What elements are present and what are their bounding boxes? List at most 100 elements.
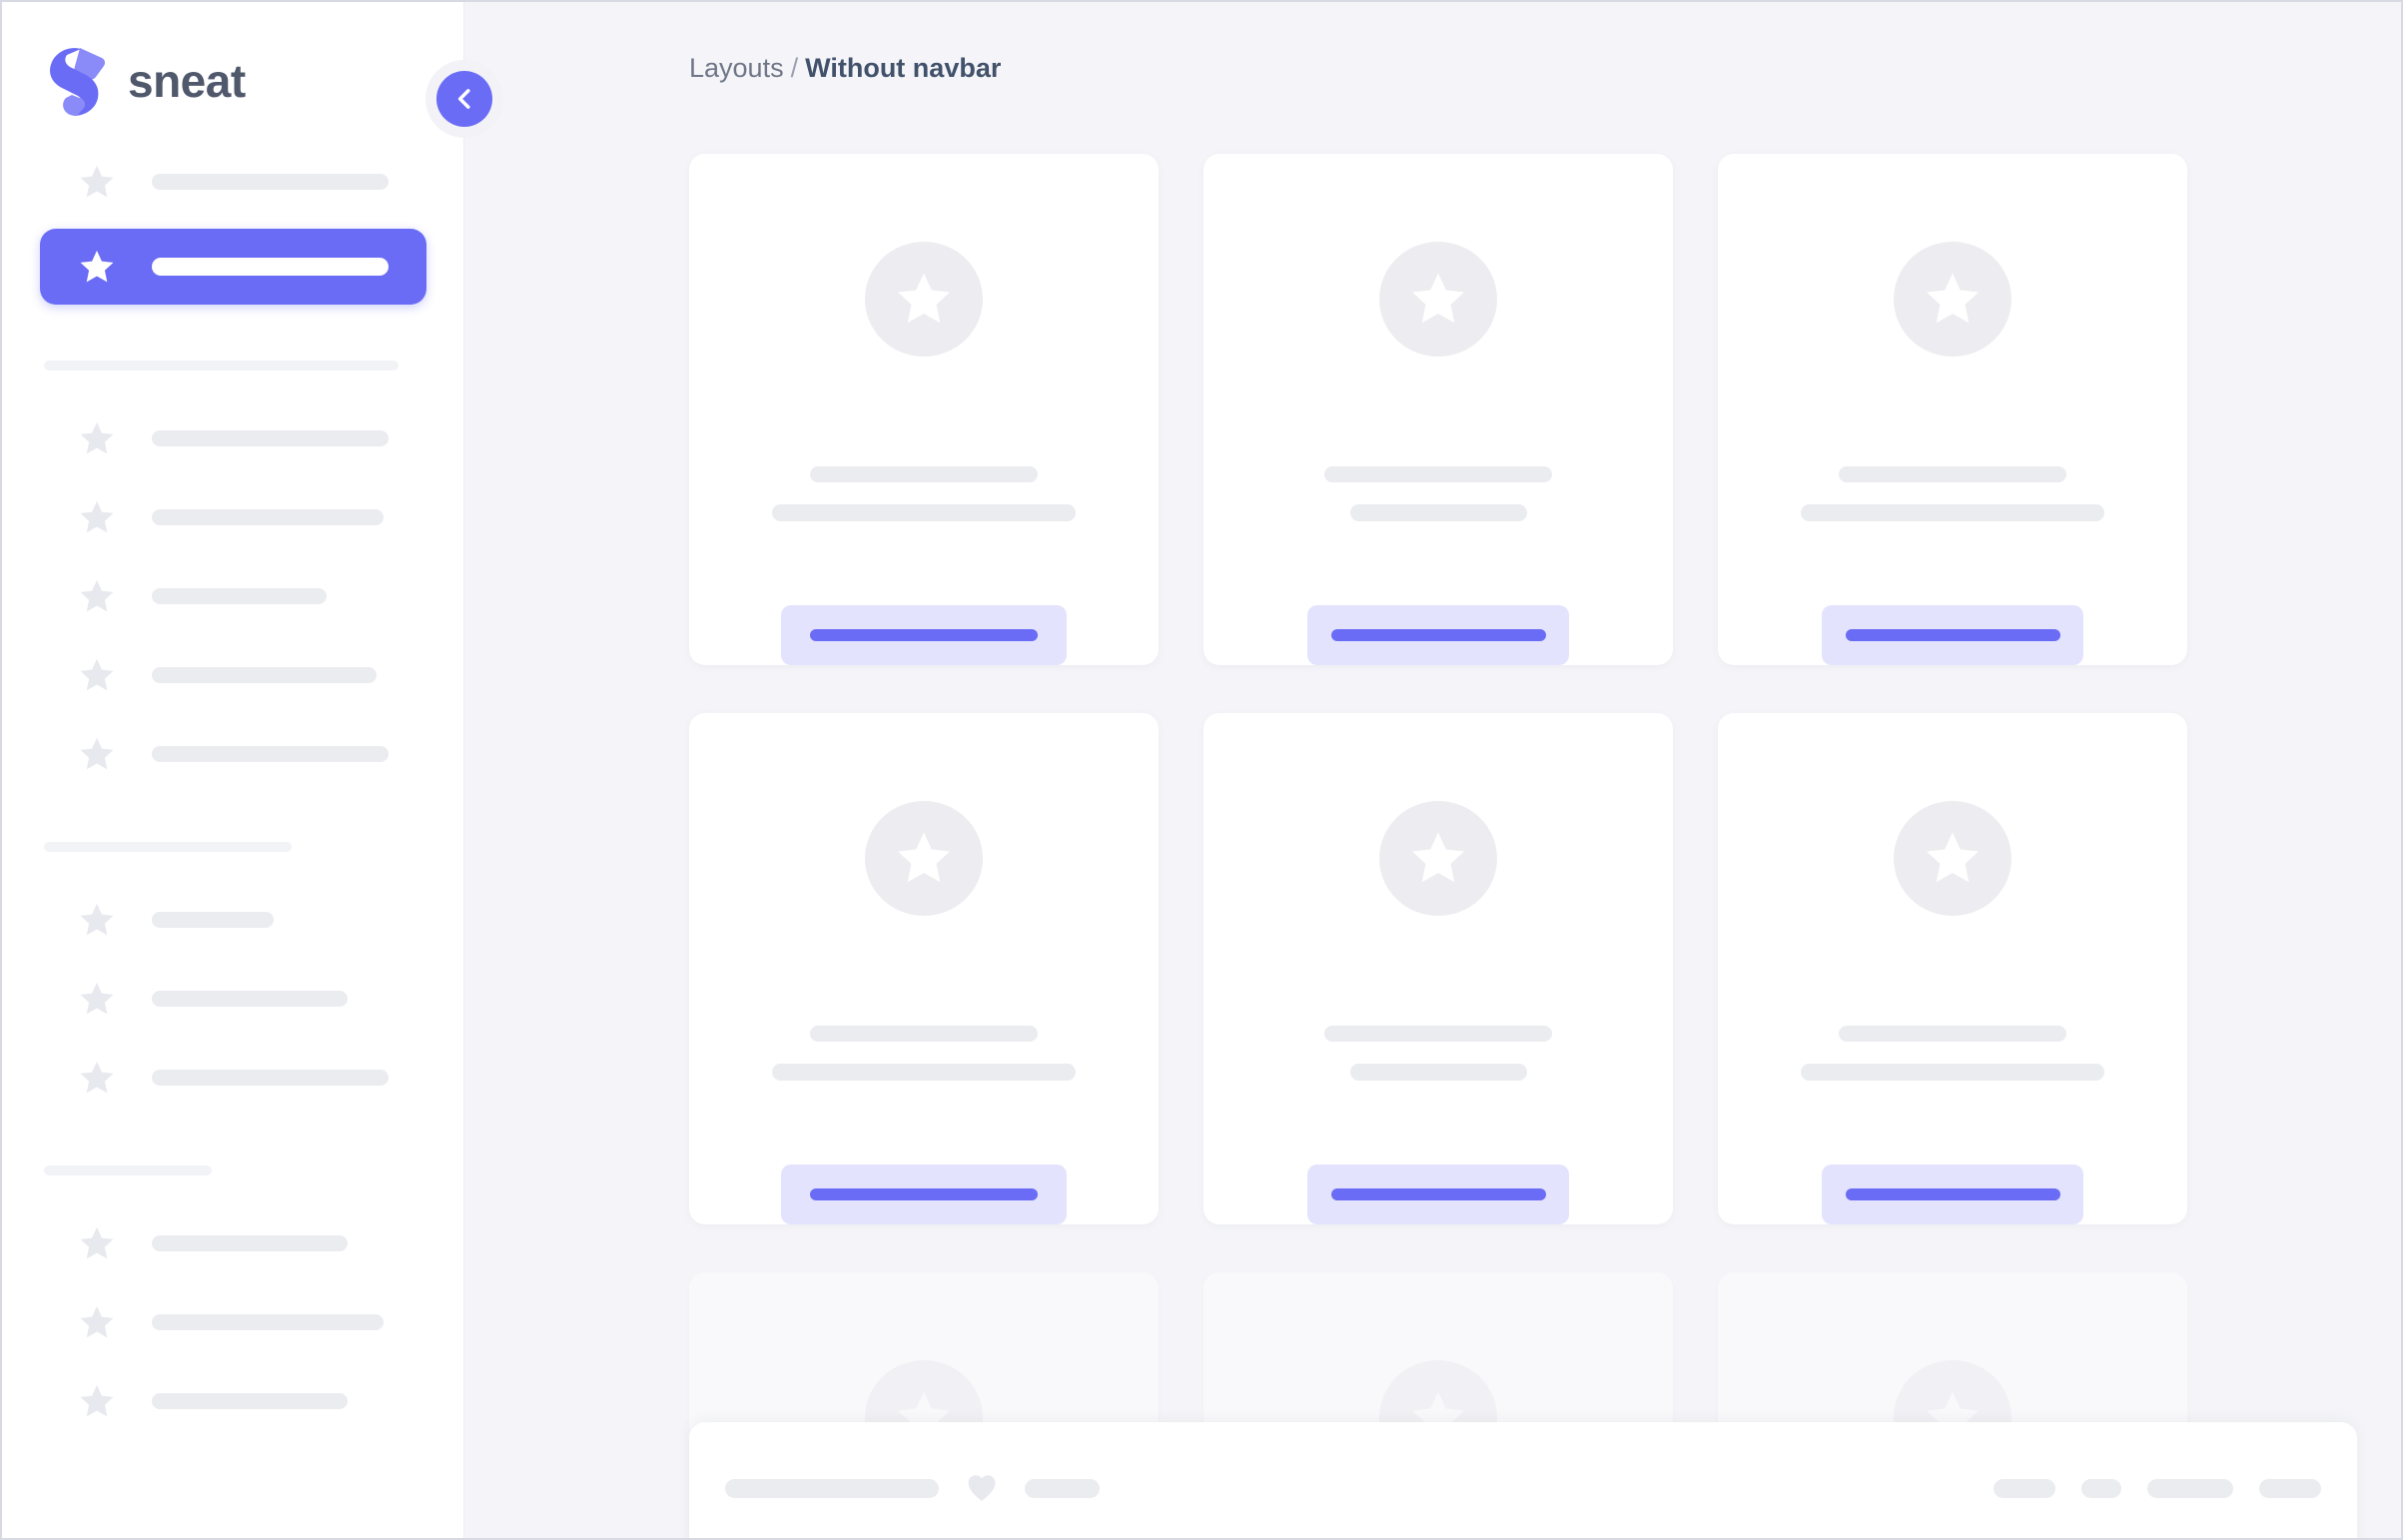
sidebar-item-label-placeholder — [152, 1314, 384, 1330]
sidebar-item[interactable] — [40, 485, 426, 549]
sidebar-item[interactable] — [40, 967, 426, 1031]
card-title-placeholder — [810, 465, 1038, 483]
star-icon — [80, 421, 114, 454]
sidebar-item-label-placeholder — [152, 1235, 348, 1251]
card-avatar — [1894, 242, 2011, 357]
card-subtitle-placeholder — [1801, 504, 2104, 521]
collapse-sidebar-toggle[interactable] — [425, 60, 503, 138]
sidebar-item[interactable] — [40, 643, 426, 707]
heart-icon[interactable] — [965, 1471, 999, 1505]
bottom-bar-placeholder[interactable] — [2259, 1478, 2321, 1498]
card-avatar — [1894, 801, 2011, 916]
star-icon — [80, 165, 114, 198]
card-subtitle-placeholder — [1349, 504, 1527, 521]
star-icon — [80, 1305, 114, 1338]
card-title-placeholder — [1324, 1025, 1552, 1043]
sidebar-item-label-placeholder — [152, 430, 389, 446]
card-title-placeholder — [1839, 465, 2066, 483]
card-subtitle-placeholder — [1801, 1064, 2104, 1081]
sidebar-item[interactable] — [40, 564, 426, 628]
sidebar-section-divider — [44, 842, 292, 852]
chevron-left-icon — [457, 89, 470, 109]
sidebar-item-active[interactable] — [40, 229, 426, 305]
card-grid — [689, 154, 2357, 1538]
card-action-button-label-placeholder — [1845, 1187, 2060, 1200]
content-card — [689, 713, 1159, 1224]
sidebar-item-label-placeholder — [152, 667, 377, 683]
sidebar: sneat — [2, 2, 503, 1538]
sneat-s-logo-icon — [50, 48, 106, 116]
star-icon — [1927, 273, 1979, 324]
breadcrumb-separator: / — [790, 53, 799, 83]
sidebar-section-divider — [44, 1165, 212, 1175]
sidebar-item-label-placeholder — [152, 509, 384, 525]
card-subtitle-placeholder — [772, 1064, 1076, 1081]
card-subtitle-placeholder — [1349, 1064, 1527, 1081]
card-avatar — [865, 801, 983, 916]
sidebar-menu — [2, 150, 464, 1433]
card-action-button-label-placeholder — [1845, 628, 2060, 641]
star-icon — [80, 982, 114, 1015]
content-card — [1718, 713, 2187, 1224]
card-action-button[interactable] — [1307, 604, 1569, 665]
card-action-button[interactable] — [781, 604, 1067, 665]
card-action-button-label-placeholder — [1330, 1187, 1546, 1200]
card-action-button-label-placeholder — [810, 628, 1038, 641]
sidebar-item[interactable] — [40, 722, 426, 786]
sidebar-item[interactable] — [40, 1290, 426, 1354]
sidebar-item-label-placeholder — [152, 174, 389, 190]
card-action-button[interactable] — [781, 1163, 1067, 1224]
sidebar-item-label-placeholder — [152, 912, 274, 928]
star-icon — [80, 1384, 114, 1417]
bottom-bar-placeholder[interactable] — [1994, 1478, 2055, 1498]
collapse-toggle-knob — [436, 71, 492, 127]
star-icon — [1412, 273, 1464, 324]
star-icon — [80, 1061, 114, 1094]
star-icon — [80, 250, 114, 283]
card-subtitle-placeholder — [772, 504, 1076, 521]
star-icon — [80, 579, 114, 612]
sidebar-item[interactable] — [40, 1046, 426, 1110]
breadcrumb-parent[interactable]: Layouts — [689, 53, 784, 83]
card-title-placeholder — [1839, 1025, 2066, 1043]
star-icon — [80, 658, 114, 691]
sidebar-item[interactable] — [40, 1369, 426, 1433]
card-avatar — [1379, 801, 1497, 916]
bottom-bar-placeholder[interactable] — [2081, 1478, 2121, 1498]
card-avatar — [1379, 242, 1497, 357]
main-content: Layouts / Without navbar — [464, 2, 2401, 1538]
star-icon — [80, 1226, 114, 1259]
bottom-bar-right-group — [1994, 1478, 2321, 1498]
sidebar-item[interactable] — [40, 888, 426, 952]
breadcrumb: Layouts / Without navbar — [689, 53, 1001, 84]
star-icon — [80, 500, 114, 533]
sidebar-section-divider — [44, 361, 399, 371]
sidebar-item-label-placeholder — [152, 991, 348, 1007]
brand[interactable]: sneat — [44, 46, 246, 116]
card-avatar — [865, 242, 983, 357]
star-icon — [1927, 832, 1979, 883]
star-icon — [898, 832, 950, 883]
card-action-button[interactable] — [1822, 604, 2083, 665]
content-card — [1203, 713, 1673, 1224]
sidebar-item-label-placeholder — [152, 588, 327, 604]
bottom-bar-placeholder[interactable] — [2147, 1478, 2233, 1498]
star-icon — [1412, 832, 1464, 883]
bottom-bar — [689, 1422, 2357, 1538]
card-action-button[interactable] — [1307, 1163, 1569, 1224]
bottom-bar-placeholder[interactable] — [725, 1478, 939, 1498]
star-icon — [80, 903, 114, 936]
sidebar-item-label-placeholder — [152, 746, 389, 762]
content-card — [1203, 154, 1673, 665]
card-action-button-label-placeholder — [1330, 628, 1546, 641]
bottom-bar-placeholder[interactable] — [1025, 1478, 1100, 1498]
bottom-bar-left-group — [725, 1471, 1100, 1505]
card-title-placeholder — [810, 1025, 1038, 1043]
card-action-button-label-placeholder — [810, 1187, 1038, 1200]
sidebar-item[interactable] — [40, 406, 426, 470]
sidebar-item[interactable] — [40, 1211, 426, 1275]
sidebar-item[interactable] — [40, 150, 426, 214]
card-title-placeholder — [1324, 465, 1552, 483]
card-action-button[interactable] — [1822, 1163, 2083, 1224]
